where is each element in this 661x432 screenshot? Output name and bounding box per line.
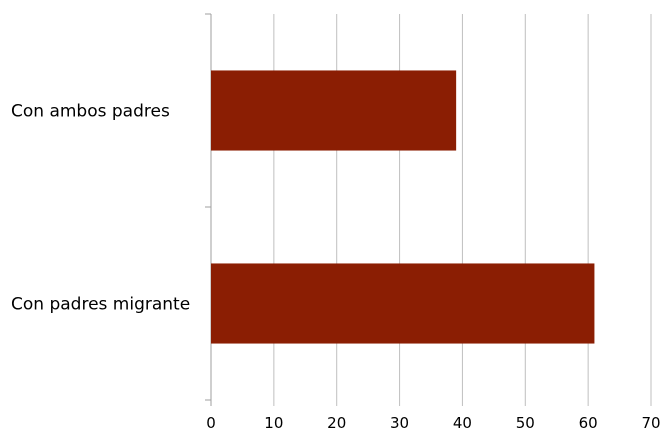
x-tick-label-40: 40 (453, 414, 472, 432)
bar-layer (211, 70, 595, 344)
category-label-0: Con ambos padres (11, 102, 170, 122)
bar-0 (211, 70, 457, 151)
x-tick-label-50: 50 (516, 414, 535, 432)
x-tick-label-0: 0 (206, 414, 216, 432)
x-tick-label-20: 20 (327, 414, 346, 432)
category-label-1: Con padres migrante (11, 295, 190, 315)
x-tick-label-70: 70 (641, 414, 660, 432)
x-tick-label-30: 30 (390, 414, 409, 432)
bar-1 (211, 263, 595, 344)
x-tick-label-60: 60 (579, 414, 598, 432)
x-tick-label-10: 10 (264, 414, 283, 432)
category-labels: Con ambos padres Con padres migrante (11, 102, 190, 315)
x-axis-tick-labels: 0 10 20 30 40 50 60 70 (206, 414, 660, 432)
